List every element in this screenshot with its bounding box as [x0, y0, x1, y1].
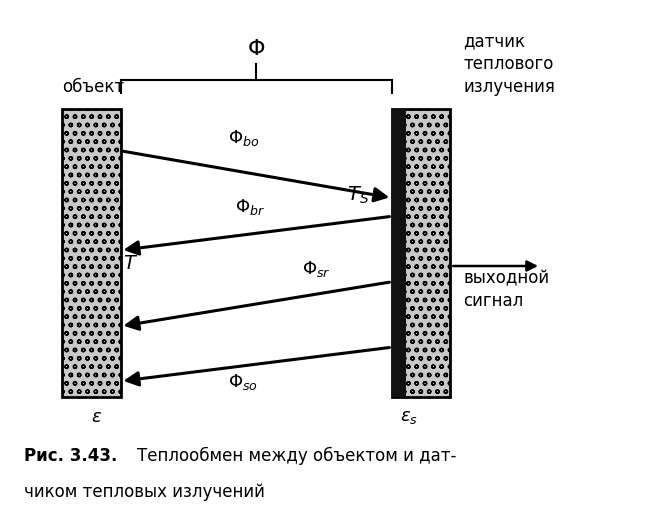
Bar: [62, 109, 121, 397]
Text: $\boldsymbol{\mathit{T}}$: $\boldsymbol{\mathit{T}}$: [122, 254, 138, 273]
Text: чиком тепловых излучений: чиком тепловых излучений: [24, 483, 265, 501]
Text: $\boldsymbol{\mathit{\Phi}}_{sr}$: $\boldsymbol{\mathit{\Phi}}_{sr}$: [302, 259, 330, 279]
Bar: [392, 109, 406, 397]
Bar: [392, 109, 451, 397]
Text: $\boldsymbol{\mathit{\Phi}}_{bo}$: $\boldsymbol{\mathit{\Phi}}_{bo}$: [228, 128, 259, 148]
Text: объект: объект: [62, 78, 124, 96]
Text: $\varepsilon$: $\varepsilon$: [91, 409, 102, 427]
Text: $\boldsymbol{\mathit{\Phi}}_{so}$: $\boldsymbol{\mathit{\Phi}}_{so}$: [229, 372, 259, 392]
Text: $\boldsymbol{\mathit{\Phi}}$: $\boldsymbol{\mathit{\Phi}}$: [247, 39, 265, 59]
Text: Рис. 3.43.: Рис. 3.43.: [24, 447, 117, 464]
Text: $\boldsymbol{\mathit{\Phi}}_{br}$: $\boldsymbol{\mathit{\Phi}}_{br}$: [234, 197, 265, 217]
Text: выходной
сигнал: выходной сигнал: [463, 269, 550, 310]
Text: Теплообмен между объектом и дат-: Теплообмен между объектом и дат-: [137, 447, 456, 465]
Text: $\varepsilon_s$: $\varepsilon_s$: [400, 409, 418, 427]
Text: датчик
теплового
излучения: датчик теплового излучения: [463, 32, 555, 96]
Text: $\boldsymbol{\mathit{T}}_S$: $\boldsymbol{\mathit{T}}_S$: [347, 185, 369, 206]
